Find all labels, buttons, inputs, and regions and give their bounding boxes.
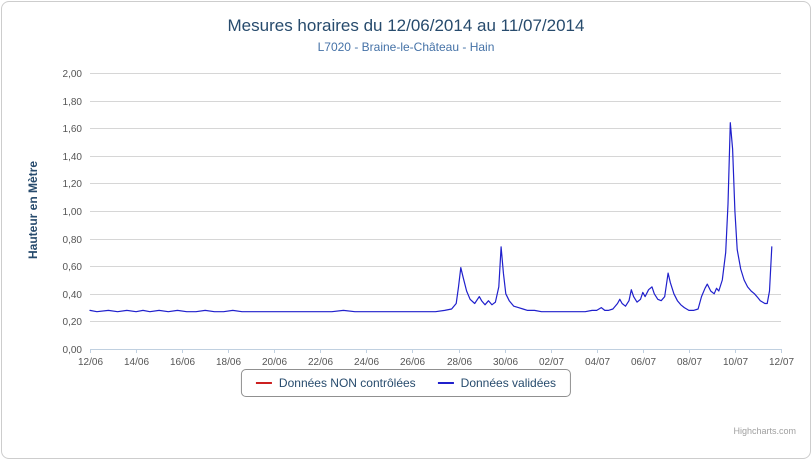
- x-tick-label: 20/06: [262, 357, 287, 368]
- x-tick-label: 12/06: [78, 357, 103, 368]
- x-tick-label: 30/06: [493, 357, 518, 368]
- y-tick-label: 1,00: [63, 207, 83, 218]
- y-tick-label: 1,40: [63, 152, 83, 163]
- legend: Données NON contrôlées Données validées: [240, 369, 572, 397]
- x-tick-label: 18/06: [216, 357, 241, 368]
- red-line-swatch-icon: [255, 382, 272, 384]
- y-axis-title: Hauteur en Mètre: [26, 160, 40, 260]
- x-tick-label: 28/06: [447, 357, 472, 368]
- x-tick-label: 22/06: [308, 357, 333, 368]
- y-tick-label: 2,00: [63, 69, 83, 80]
- x-tick-label: 06/07: [631, 357, 656, 368]
- series-line-validated: [89, 122, 773, 313]
- y-tick-label: 0,60: [63, 262, 83, 273]
- x-tick-label: 08/07: [677, 357, 702, 368]
- legend-item-validated[interactable]: Données validées: [437, 376, 557, 390]
- x-tick-label: 04/07: [585, 357, 610, 368]
- x-tick-label: 16/06: [170, 357, 195, 368]
- blue-line-swatch-icon: [437, 382, 454, 384]
- legend-item-uncontrolled[interactable]: Données NON contrôlées: [255, 376, 416, 390]
- chart-subtitle: L7020 - Braine-le-Château - Hain: [317, 40, 495, 54]
- x-tick-label: 02/07: [539, 357, 564, 368]
- x-tick-label: 14/06: [124, 357, 149, 368]
- x-tick-label: 26/06: [400, 357, 425, 368]
- y-tick-label: 1,60: [63, 124, 83, 135]
- y-tick-label: 0,80: [63, 235, 83, 246]
- legend-label-uncontrolled: Données NON contrôlées: [278, 376, 416, 390]
- y-tick-label: 1,20: [63, 179, 83, 190]
- y-tick-label: 1,80: [63, 97, 83, 108]
- x-tick-label: 24/06: [354, 357, 379, 368]
- x-tick-label: 12/07: [769, 357, 794, 368]
- y-tick-label: 0,00: [63, 345, 83, 356]
- y-tick-label: 0,40: [63, 290, 83, 301]
- highcharts-credit[interactable]: Highcharts.com: [733, 426, 796, 436]
- legend-label-validated: Données validées: [460, 376, 557, 390]
- chart-title: Mesures horaires du 12/06/2014 au 11/07/…: [227, 16, 585, 35]
- y-tick-label: 0,20: [63, 317, 83, 328]
- x-tick-label: 10/07: [723, 357, 748, 368]
